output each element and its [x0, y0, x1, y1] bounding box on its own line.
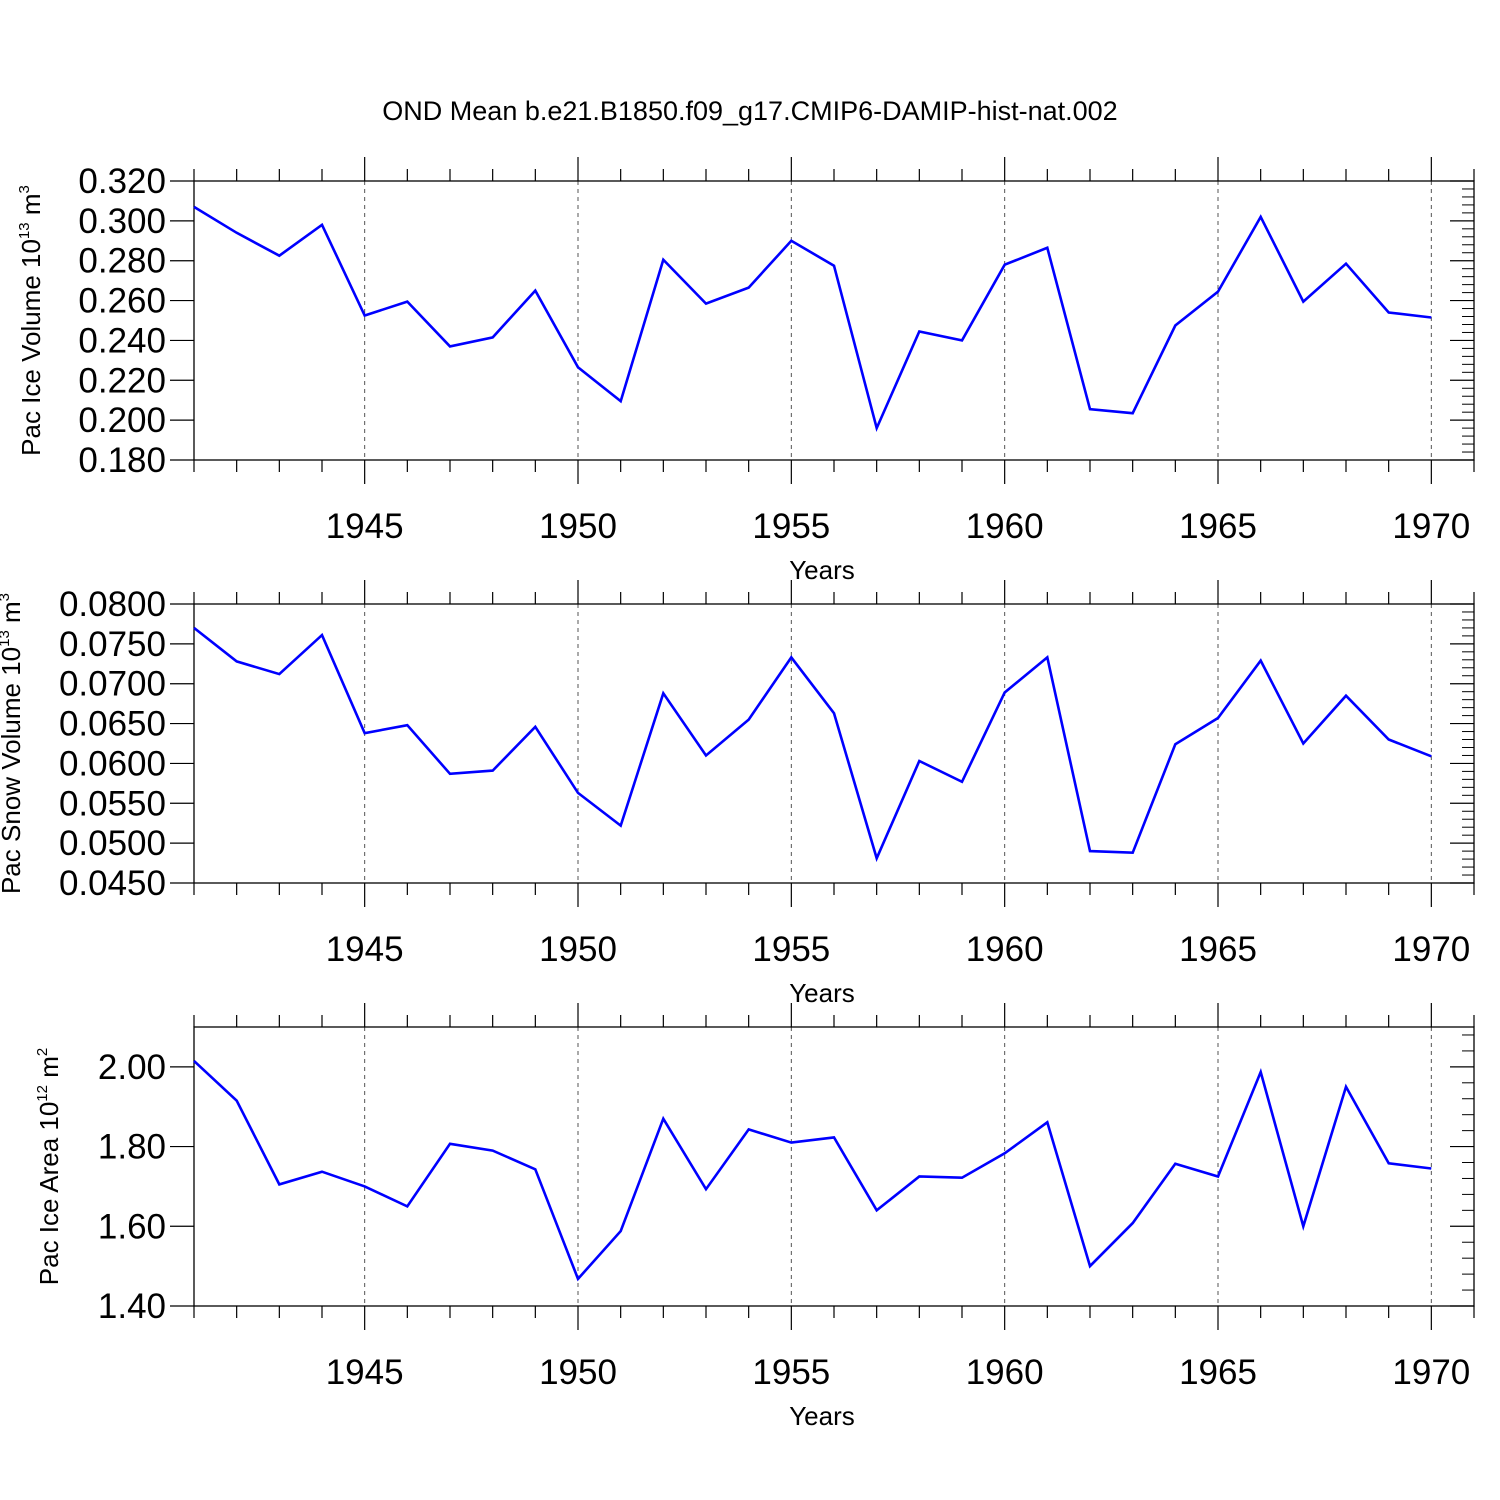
chart1-ytick-label: 0.260	[78, 282, 166, 321]
chart-title: OND Mean b.e21.B1850.f09_g17.CMIP6-DAMIP…	[382, 96, 1117, 126]
chart1-panel: 0.1800.2000.2200.2400.2600.2800.3000.320…	[16, 157, 1475, 585]
chart2-ylabel-base: Pac Snow Volume 10	[0, 647, 26, 894]
chart1-ytick-label: 0.220	[78, 361, 166, 400]
chart3-ytick-label: 1.80	[98, 1128, 166, 1167]
chart3-xlabel: Years	[789, 1401, 855, 1431]
chart1-series-line	[193, 205, 1432, 433]
chart3-ytick-label: 2.00	[98, 1048, 166, 1087]
chart2-ytick-label: 0.0600	[59, 744, 166, 783]
chart1-ytick-label: 0.280	[78, 242, 166, 281]
chart3-xtick-label: 1945	[326, 1353, 404, 1392]
chart2-ytick-label: 0.0650	[59, 705, 166, 744]
chart3-panel: 1.40 1.60 1.80 2.00 1945 1950 1955 1960 1965 1970…	[34, 1003, 1475, 1431]
chart3-ytick-label: 1.60	[98, 1207, 166, 1246]
chart2-ytick-label: 0.0750	[59, 625, 166, 664]
chart1-ytick-label: 0.320	[78, 162, 166, 201]
chart2-ytick-label: 0.0550	[59, 784, 166, 823]
chart2-xtick-label: 1965	[1179, 930, 1257, 969]
chart3-xtick-label: 1955	[752, 1353, 830, 1392]
chart2-ytick-label: 0.0500	[59, 824, 166, 863]
chart2-ytick-label: 0.0700	[59, 665, 166, 704]
chart2-xtick-label: 1950	[539, 930, 617, 969]
chart1-ytick-label: 0.240	[78, 321, 166, 360]
chart2-xtick-label: 1945	[326, 930, 404, 969]
chart2-series-line	[193, 626, 1432, 863]
chart2-xlabel: Years	[789, 978, 855, 1008]
chart2-ylabel: Pac Snow Volume 1013 m3	[0, 593, 26, 894]
chart1-xtick-label: 1950	[539, 507, 617, 546]
chart3-xtick-label: 1965	[1179, 1353, 1257, 1392]
chart2-ylabel-unit-exp: 3	[0, 593, 13, 601]
chart2-xtick-label: 1955	[752, 930, 830, 969]
chart1-xtick-label: 1965	[1179, 507, 1257, 546]
chart3-plot-frame	[193, 1026, 1475, 1307]
chart2-ylabel-unit: m	[0, 601, 26, 630]
chart1-xlabel: Years	[789, 555, 855, 585]
chart3-ylabel-unit-exp: 2	[34, 1048, 51, 1056]
chart3-ytick-label: 1.40	[98, 1287, 166, 1326]
chart2-ylabel-exp: 13	[0, 630, 13, 647]
chart3-ylabel-unit: m	[34, 1056, 64, 1085]
chart1-ytick-label: 0.200	[78, 401, 166, 440]
chart3-xtick-label: 1970	[1392, 1353, 1470, 1392]
chart2-xtick-label: 1960	[966, 930, 1044, 969]
chart3-ylabel-exp: 12	[34, 1085, 51, 1102]
chart1-plot-frame	[193, 180, 1475, 461]
chart1-xtick-label: 1955	[752, 507, 830, 546]
chart1-ytick-label: 0.180	[78, 441, 166, 480]
chart1-xtick-label: 1970	[1392, 507, 1470, 546]
chart2-panel: 0.04500.05000.05500.06000.06500.07000.07…	[0, 580, 1475, 1008]
chart2-ytick-label: 0.0800	[59, 585, 166, 624]
chart3-series-line	[193, 1059, 1432, 1282]
chart3-xtick-label: 1950	[539, 1353, 617, 1392]
chart3-ylabel-base: Pac Ice Area 10	[34, 1102, 64, 1286]
chart1-xtick-label: 1960	[966, 507, 1044, 546]
chart1-ylabel: Pac Ice Volume 1013 m3	[16, 185, 46, 456]
chart1-ylabel-exp: 13	[16, 222, 33, 239]
chart2-plot-frame	[193, 603, 1475, 884]
chart1-ylabel-unit-exp: 3	[16, 185, 33, 193]
chart3-xtick-label: 1960	[966, 1353, 1044, 1392]
chart2-xtick-label: 1970	[1392, 930, 1470, 969]
chart1-ytick-label: 0.300	[78, 202, 166, 241]
chart2-ytick-label: 0.0450	[59, 864, 166, 903]
chart1-xtick-label: 1945	[326, 507, 404, 546]
chart1-ylabel-unit: m	[16, 193, 46, 222]
chart3-ylabel: Pac Ice Area 1012 m2	[34, 1048, 64, 1285]
chart1-ylabel-base: Pac Ice Volume 10	[16, 239, 46, 456]
